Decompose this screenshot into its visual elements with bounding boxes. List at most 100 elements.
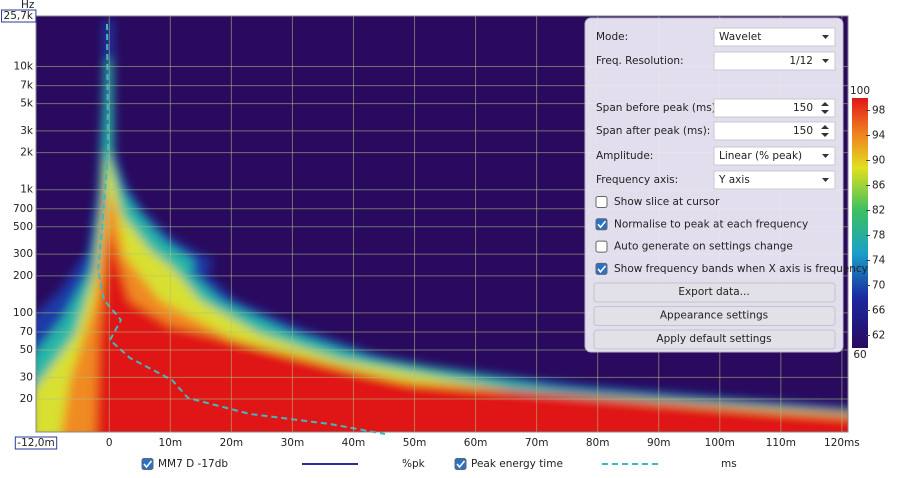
settings-panel: Mode: Wavelet Freq. Resolution: 1/12 Span be… xyxy=(584,17,868,353)
field-input[interactable] xyxy=(713,146,836,166)
y-tick-label: 3k xyxy=(20,125,34,137)
y-tick-label: 20 xyxy=(20,393,33,405)
field-value: Y axis xyxy=(718,174,750,186)
button-label: Apply default settings xyxy=(656,333,771,345)
button-label: Appearance settings xyxy=(660,310,768,322)
cursor-box xyxy=(1,9,37,23)
legend-name: Peak energy time xyxy=(471,458,563,470)
button[interactable] xyxy=(593,306,836,326)
cursor-box xyxy=(14,436,58,450)
colorbar-label: 82 xyxy=(872,205,885,217)
dropdown-arrow[interactable] xyxy=(822,154,829,158)
x-tick-label: 40m xyxy=(342,437,366,449)
x-tick-label: 50m xyxy=(403,437,427,449)
y-tick-label: 2k xyxy=(20,147,34,159)
checkmark xyxy=(456,460,466,469)
colorbar-label: 90 xyxy=(872,155,885,167)
checkmark xyxy=(597,220,607,229)
button[interactable] xyxy=(593,282,836,303)
checkbox-label: Normalise to peak at each frequency xyxy=(614,218,808,230)
button-label: Export data... xyxy=(678,286,749,298)
field-value: Wavelet xyxy=(719,31,761,43)
x-tick-label: 30m xyxy=(281,437,305,449)
field-input[interactable] xyxy=(713,170,836,190)
colorbar-label: 70 xyxy=(872,280,885,292)
checkbox[interactable] xyxy=(595,240,608,253)
checkbox[interactable] xyxy=(595,218,608,231)
checkbox-label: Show frequency bands when X axis is freq… xyxy=(614,263,868,275)
x-tick-label: 0 xyxy=(106,437,113,449)
spinner[interactable] xyxy=(821,125,829,137)
colorbar-label: 94 xyxy=(872,130,886,142)
checkbox[interactable] xyxy=(595,196,608,208)
field-label: Frequency axis: xyxy=(596,174,678,186)
y-tick-label: 700 xyxy=(13,203,33,215)
y-tick-label: 10k xyxy=(14,61,34,73)
x-tick-label: 110m xyxy=(766,437,796,449)
dropdown-arrow[interactable] xyxy=(822,59,829,63)
x-tick-label: -12,0m xyxy=(17,437,54,449)
y-tick-label: 50 xyxy=(20,344,33,356)
legend-name: MM7 D -17db xyxy=(158,458,228,470)
field-input[interactable] xyxy=(713,98,836,118)
legend-unit: ms xyxy=(721,458,737,470)
field-input[interactable] xyxy=(713,121,836,141)
grid xyxy=(35,15,848,432)
checkmark xyxy=(597,265,607,274)
colorbar-label: 60 xyxy=(853,349,866,361)
field-label: Mode: xyxy=(596,31,628,43)
y-unit: Hz xyxy=(21,0,35,11)
y-tick-label: 100 xyxy=(13,307,33,319)
y-tick-label: 5k xyxy=(20,98,34,110)
legend-checkbox[interactable] xyxy=(454,458,467,470)
y-tick-label: 25,7k xyxy=(4,10,34,22)
field-label: Span before peak (ms): xyxy=(596,102,719,114)
spinner[interactable] xyxy=(821,102,829,114)
dropdown-arrow[interactable] xyxy=(822,35,829,39)
plot-frame xyxy=(35,15,849,433)
x-tick-label: 80m xyxy=(586,437,610,449)
x-tick-label: 90m xyxy=(647,437,671,449)
y-tick-label: 200 xyxy=(13,270,33,282)
checkbox-label: Auto generate on settings change xyxy=(614,241,793,253)
y-tick-label: 7k xyxy=(20,80,34,92)
y-tick-label: 500 xyxy=(13,221,33,233)
x-tick-label: 20m xyxy=(220,437,244,449)
x-tick-label: 70m xyxy=(525,437,549,449)
field-value: 150 xyxy=(793,125,813,137)
y-tick-label: 1k xyxy=(20,184,34,196)
field-input[interactable] xyxy=(713,51,836,71)
spectrogram-image xyxy=(36,20,848,432)
colorbar xyxy=(852,98,868,348)
field-value: 150 xyxy=(793,102,813,114)
x-tick-label: 60m xyxy=(464,437,488,449)
colorbar-label: 98 xyxy=(872,105,885,117)
field-value: 1/12 xyxy=(789,55,813,67)
y-tick-label: 30 xyxy=(20,371,33,383)
checkmark xyxy=(143,460,153,469)
x-tick-label: 120ms xyxy=(824,437,860,449)
y-tick-label: 300 xyxy=(13,248,33,260)
legend-checkbox[interactable] xyxy=(141,458,154,470)
field-value: Linear (% peak) xyxy=(719,150,802,162)
field-label: Freq. Resolution: xyxy=(596,55,684,67)
colorbar-label: 66 xyxy=(872,305,886,317)
checkbox-label: Show slice at cursor xyxy=(614,196,720,208)
checkbox[interactable] xyxy=(595,262,608,275)
colorbar-label: 74 xyxy=(872,255,886,267)
x-tick-label: 100m xyxy=(705,437,735,449)
legend-unit: %pk xyxy=(402,458,426,470)
colorbar-label: 86 xyxy=(872,180,886,192)
x-tick-label: 10m xyxy=(159,437,183,449)
colorbar-label: 62 xyxy=(872,330,885,342)
dropdown-arrow[interactable] xyxy=(822,178,829,182)
peak-energy-line xyxy=(96,23,386,435)
colorbar-label: 100 xyxy=(850,85,870,97)
y-tick-label: 70 xyxy=(20,326,33,338)
field-input[interactable] xyxy=(713,27,836,47)
field-label: Amplitude: xyxy=(596,150,653,162)
button[interactable] xyxy=(593,329,836,350)
legend: MM7 D -17db %pk Peak energy time ms xyxy=(141,458,737,470)
field-label: Span after peak (ms): xyxy=(596,125,710,137)
